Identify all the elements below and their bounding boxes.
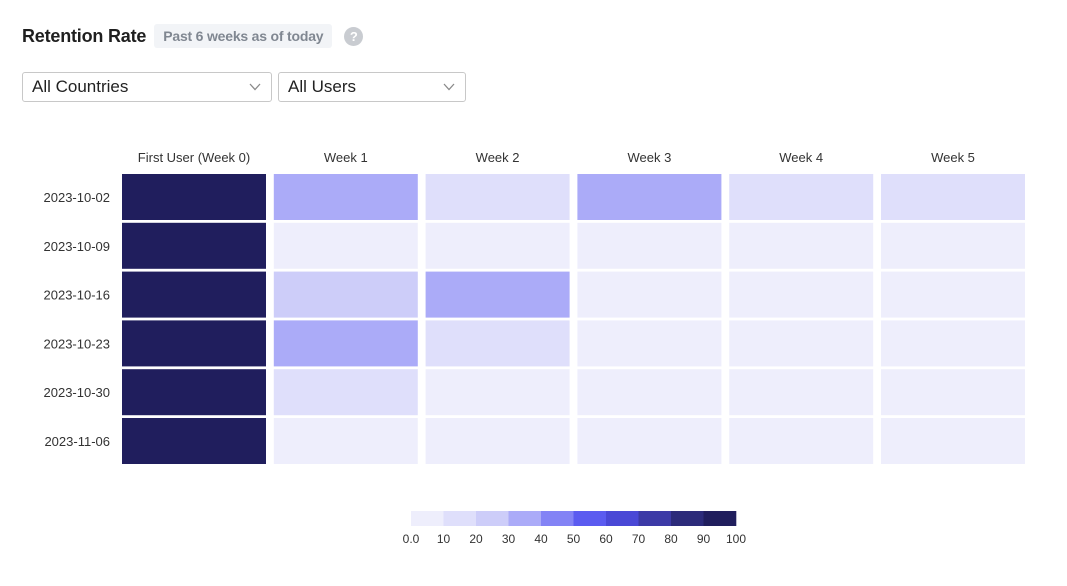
legend-tick-label: 40 <box>534 532 548 546</box>
legend-swatch <box>606 511 639 526</box>
legend-swatch <box>671 511 704 526</box>
users-select[interactable]: All Users <box>278 72 466 102</box>
heatmap-cell[interactable] <box>273 418 418 464</box>
legend-swatch <box>638 511 672 526</box>
heatmap-cell[interactable] <box>122 271 266 318</box>
heatmap-cell[interactable] <box>729 174 874 220</box>
legend-tick-label: 70 <box>632 532 646 546</box>
heatmap-cell[interactable] <box>425 320 570 367</box>
heatmap-cell[interactable] <box>425 418 570 464</box>
heatmap-cell[interactable] <box>273 271 418 318</box>
heatmap-cell[interactable] <box>729 271 874 318</box>
question-circle-icon[interactable]: ? <box>344 26 364 46</box>
filter-bar: All Countries All Users <box>22 72 466 102</box>
country-select-value: All Countries <box>32 77 129 96</box>
legend-tick-label: 30 <box>502 532 516 546</box>
heatmap-cell[interactable] <box>577 320 722 367</box>
heatmap-cell[interactable] <box>425 271 570 318</box>
legend-tick-label: 100 <box>726 532 746 546</box>
legend-swatch <box>508 511 542 526</box>
legend-tick-label: 90 <box>697 532 711 546</box>
column-label: Week 4 <box>779 150 823 165</box>
users-select-value: All Users <box>288 77 357 96</box>
legend-tick-label: 20 <box>469 532 483 546</box>
chart-title: Retention Rate <box>22 25 147 46</box>
column-label: Week 1 <box>324 150 368 165</box>
heatmap-cell[interactable] <box>729 320 874 367</box>
heatmap-cell[interactable] <box>273 320 418 367</box>
row-label: 2023-10-23 <box>44 336 111 351</box>
legend-swatch <box>573 511 607 526</box>
heatmap-cell[interactable] <box>577 271 722 318</box>
heatmap-cell[interactable] <box>881 320 1025 367</box>
heatmap-cell[interactable] <box>122 174 266 220</box>
heatmap-cell[interactable] <box>425 174 570 220</box>
heatmap-cell[interactable] <box>273 174 418 220</box>
chevron-down-icon <box>443 83 455 91</box>
heatmap-cell[interactable] <box>881 222 1025 269</box>
column-label: Week 5 <box>931 150 975 165</box>
heatmap-cell[interactable] <box>577 222 722 269</box>
row-label: 2023-10-16 <box>44 288 111 303</box>
heatmap-cell[interactable] <box>729 369 874 416</box>
heatmap-cell[interactable] <box>273 222 418 269</box>
heatmap-cell[interactable] <box>122 418 266 464</box>
legend-tick-label: 60 <box>599 532 613 546</box>
legend-swatch <box>443 511 477 526</box>
heatmap-cell[interactable] <box>425 222 570 269</box>
heatmap-cell[interactable] <box>881 418 1025 464</box>
row-label: 2023-10-09 <box>44 239 111 254</box>
legend-tick-label: 80 <box>664 532 678 546</box>
legend-swatch <box>703 511 737 526</box>
heatmap-cell[interactable] <box>881 174 1025 220</box>
country-select[interactable]: All Countries <box>22 72 272 102</box>
legend-tick-label: 10 <box>437 532 451 546</box>
legend-swatch <box>476 511 509 526</box>
heatmap-cell[interactable] <box>881 369 1025 416</box>
heatmap-cell[interactable] <box>122 320 266 367</box>
legend-tick-label: 0.0 <box>403 532 420 546</box>
period-badge: Past 6 weeks as of today <box>154 24 333 48</box>
heatmap-cell[interactable] <box>729 418 874 464</box>
chart-header: Retention Rate Past 6 weeks as of today … <box>22 22 364 50</box>
column-label: First User (Week 0) <box>138 150 250 165</box>
row-label: 2023-11-06 <box>44 434 110 449</box>
legend-tick-label: 50 <box>567 532 581 546</box>
heatmap-cell[interactable] <box>425 369 570 416</box>
legend-swatch <box>541 511 574 526</box>
heatmap-cell[interactable] <box>577 369 722 416</box>
row-label: 2023-10-02 <box>44 190 111 205</box>
heatmap-cell[interactable] <box>122 369 266 416</box>
heatmap-cell[interactable] <box>881 271 1025 318</box>
row-label: 2023-10-30 <box>44 385 111 400</box>
legend-swatch <box>411 511 444 526</box>
heatmap-cell[interactable] <box>729 222 874 269</box>
heatmap-cell[interactable] <box>122 222 266 269</box>
column-label: Week 3 <box>627 150 671 165</box>
heatmap-cell[interactable] <box>577 174 722 220</box>
heatmap-cell[interactable] <box>577 418 722 464</box>
chevron-down-icon <box>249 83 261 91</box>
column-label: Week 2 <box>476 150 520 165</box>
heatmap-cell[interactable] <box>273 369 418 416</box>
